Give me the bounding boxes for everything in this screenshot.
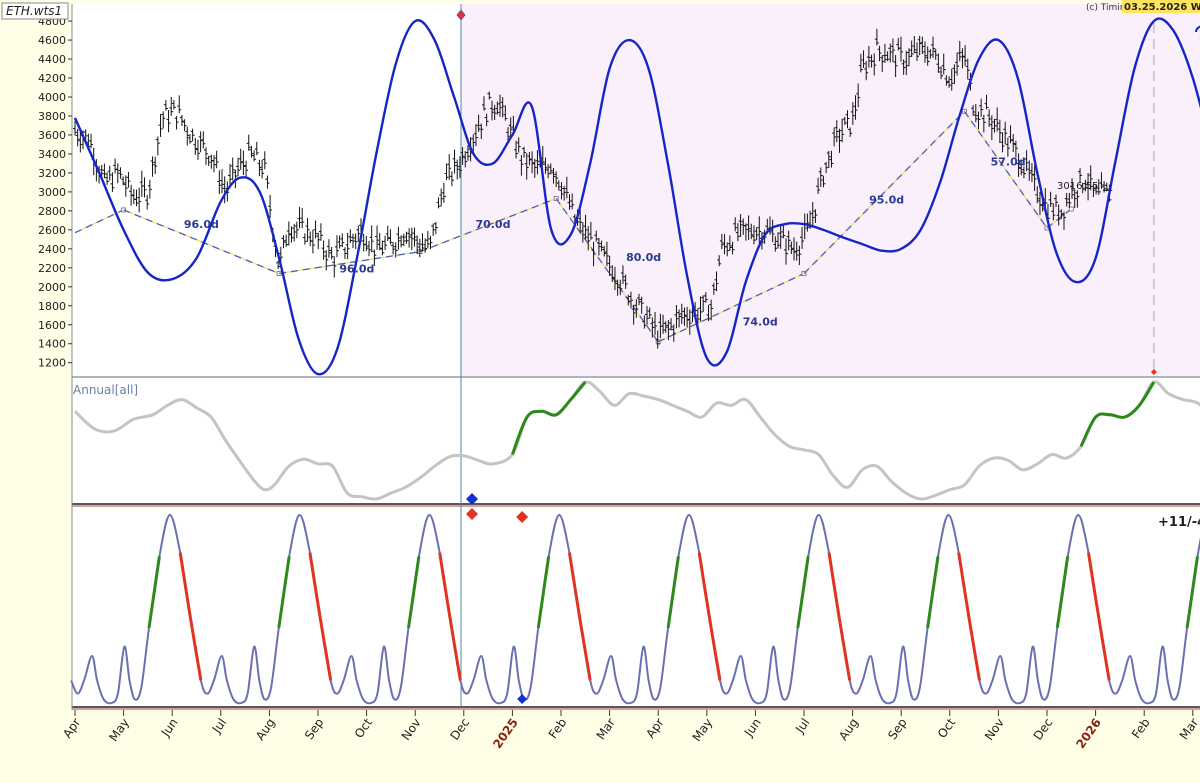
copyright-label: (c) Timin bbox=[1086, 3, 1126, 13]
y-tick-label: 3000 bbox=[38, 186, 66, 199]
annual-panel[interactable] bbox=[73, 380, 1200, 501]
seasonal-green-segment bbox=[277, 556, 291, 629]
cycle-curve[interactable] bbox=[73, 17, 1200, 376]
corner-icon[interactable] bbox=[1195, 25, 1200, 40]
seasonal-panel[interactable] bbox=[70, 493, 1200, 705]
last-price-label: 3016.55 bbox=[1057, 181, 1098, 192]
today-marker[interactable] bbox=[456, 9, 466, 21]
annual-panel-bg bbox=[72, 378, 1200, 503]
marker-red-2[interactable] bbox=[516, 511, 529, 523]
y-tick-label: 4200 bbox=[38, 72, 66, 85]
seasonal-green-segment bbox=[407, 556, 421, 629]
date-label: 03.25.2026 W bbox=[1124, 2, 1200, 13]
cycle-dash-line bbox=[74, 209, 124, 234]
seasonal-red-segment bbox=[957, 552, 981, 681]
y-tick-label: 3800 bbox=[38, 110, 66, 123]
xaxis-bg bbox=[72, 710, 1200, 779]
y-tick-label: 1800 bbox=[38, 300, 66, 313]
y-tick-label: 2000 bbox=[38, 281, 66, 294]
seasonal-green-segment bbox=[796, 556, 810, 629]
seasonal-line[interactable] bbox=[70, 513, 1200, 705]
marker-red-1[interactable] bbox=[466, 508, 478, 520]
cycle-dash-line bbox=[123, 209, 280, 275]
price-panel[interactable]: 1200 1400 1600 1800 2000 2200 2400 2600 2800 3000… bbox=[38, 4, 1200, 707]
seasonal-red-segment bbox=[308, 552, 333, 681]
seasonal-red-segment bbox=[697, 552, 722, 681]
seasonal-red-segment bbox=[827, 552, 852, 681]
y-tick-label: 1400 bbox=[38, 338, 66, 351]
seasonal-red-segment bbox=[567, 552, 592, 681]
annual-green-segment bbox=[510, 381, 587, 456]
y-tick-label: 3400 bbox=[38, 148, 66, 161]
seasonal-red-segment bbox=[178, 552, 203, 681]
seasonal-green-segment bbox=[926, 556, 940, 629]
seasonal-panel-bg bbox=[72, 507, 1200, 707]
cycle-length-label: 57.0d bbox=[991, 155, 1026, 168]
seasonal-red-segment bbox=[1087, 552, 1111, 681]
cycle-dash-line bbox=[419, 197, 557, 253]
seasonal-green-segment bbox=[536, 556, 551, 629]
cycle-dash-line bbox=[803, 110, 965, 274]
y-tick-label: 2800 bbox=[38, 205, 66, 218]
cycle-dash-line bbox=[657, 272, 805, 343]
symbol-box bbox=[1, 2, 69, 20]
panel-backgrounds bbox=[71, 4, 1200, 779]
seasonal-green-segment bbox=[1185, 556, 1199, 629]
y-tick-label: 3600 bbox=[38, 129, 66, 142]
y-tick-label: 4000 bbox=[38, 91, 66, 104]
cycle-length-label: 95.0d bbox=[869, 193, 904, 206]
marker-blue-top[interactable] bbox=[466, 493, 478, 505]
seasonal-green-segment bbox=[147, 556, 161, 629]
price-bars bbox=[73, 28, 1112, 349]
annual-line[interactable] bbox=[73, 380, 1200, 501]
y-tick-label: 3200 bbox=[38, 167, 66, 180]
cycle-length-label: 70.0d bbox=[475, 218, 510, 231]
y-tick-label: 2400 bbox=[38, 243, 66, 256]
annual-label: Annual[all] bbox=[73, 383, 138, 397]
y-tick-label: 1200 bbox=[38, 357, 66, 370]
seasonal-badge: +11/-4 bbox=[1158, 515, 1200, 530]
cycle-dash-line bbox=[555, 198, 659, 343]
y-tick-label: 2600 bbox=[38, 224, 66, 237]
cycle-dash-accent bbox=[963, 110, 1048, 229]
cycle-length-label: 80.0d bbox=[626, 251, 661, 264]
symbol-label: ETH.wts1 bbox=[6, 4, 62, 18]
cycle-length-label: 96.0d bbox=[339, 263, 374, 276]
cycle-pivot-marker bbox=[1068, 206, 1074, 212]
annual-green-segment bbox=[1079, 381, 1156, 448]
cycle-length-label: 74.0d bbox=[743, 316, 778, 329]
y-tick-label: 2200 bbox=[38, 262, 66, 275]
seasonal-green-segment bbox=[1055, 556, 1070, 629]
seasonal-green-segment bbox=[666, 556, 680, 629]
marker-blue-bottom[interactable] bbox=[517, 694, 528, 704]
cycle-dash-accent bbox=[279, 251, 421, 275]
y-tick-label: 4600 bbox=[38, 34, 66, 47]
date-box bbox=[1122, 0, 1200, 13]
projection-marker bbox=[1150, 369, 1157, 375]
seasonal-red-segment bbox=[438, 552, 462, 681]
y-tick-label: 1600 bbox=[38, 319, 66, 332]
y-tick-label: 4400 bbox=[38, 53, 66, 66]
cycle-length-label: 96.0d bbox=[184, 218, 219, 231]
